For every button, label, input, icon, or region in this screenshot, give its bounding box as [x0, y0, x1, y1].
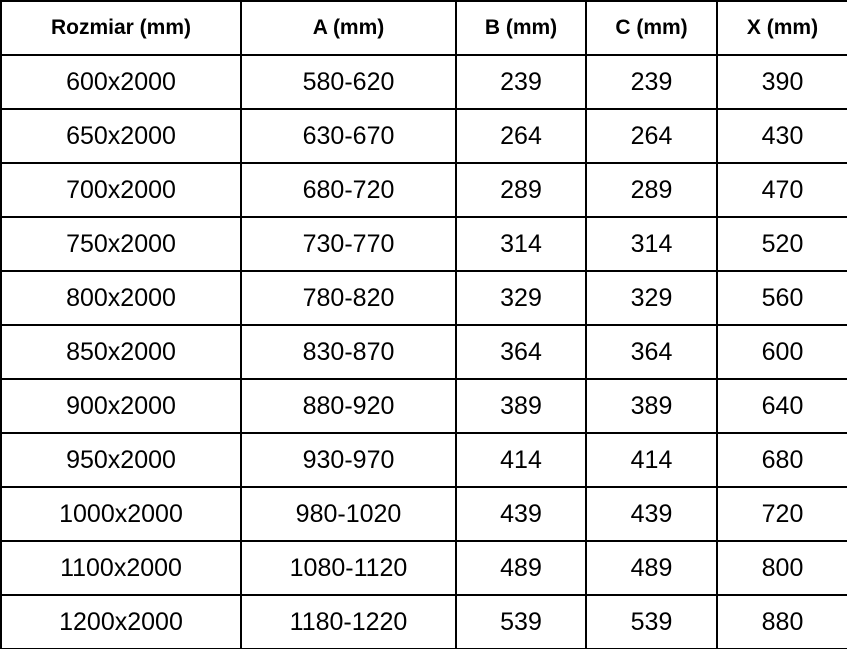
size-table-body: 600x2000 580-620 239 239 390 650x2000 630-670 2…: [0, 54, 847, 649]
table-cell-a: 1080-1120: [240, 540, 457, 596]
table-cell-b: 414: [455, 432, 587, 488]
table-cell-c: 539: [585, 594, 718, 649]
size-table-header: Rozmiar (mm) A (mm) B (mm) C (mm) X (mm): [0, 0, 847, 56]
table-cell-b: 539: [455, 594, 587, 649]
table-cell-a: 880-920: [240, 378, 457, 434]
table-cell-x: 430: [716, 108, 847, 164]
table-row: 1000x2000 980-1020 439 439 720: [0, 486, 847, 542]
table-row: 950x2000 930-970 414 414 680: [0, 432, 847, 488]
table-cell-rozmiar: 950x2000: [0, 432, 242, 488]
table-cell-x: 470: [716, 162, 847, 218]
table-row: 900x2000 880-920 389 389 640: [0, 378, 847, 434]
table-cell-rozmiar: 1000x2000: [0, 486, 242, 542]
table-cell-c: 329: [585, 270, 718, 326]
table-cell-rozmiar: 750x2000: [0, 216, 242, 272]
table-cell-c: 389: [585, 378, 718, 434]
table-cell-c: 314: [585, 216, 718, 272]
table-cell-a: 930-970: [240, 432, 457, 488]
table-cell-b: 289: [455, 162, 587, 218]
table-cell-rozmiar: 800x2000: [0, 270, 242, 326]
table-cell-rozmiar: 900x2000: [0, 378, 242, 434]
table-cell-c: 264: [585, 108, 718, 164]
table-cell-rozmiar: 1100x2000: [0, 540, 242, 596]
table-row: 750x2000 730-770 314 314 520: [0, 216, 847, 272]
table-cell-rozmiar: 1200x2000: [0, 594, 242, 649]
table-cell-b: 389: [455, 378, 587, 434]
table-cell-x: 520: [716, 216, 847, 272]
table-cell-a: 780-820: [240, 270, 457, 326]
table-cell-rozmiar: 700x2000: [0, 162, 242, 218]
table-row: 700x2000 680-720 289 289 470: [0, 162, 847, 218]
table-cell-b: 364: [455, 324, 587, 380]
table-cell-x: 720: [716, 486, 847, 542]
table-row: 1200x2000 1180-1220 539 539 880: [0, 594, 847, 649]
table-cell-b: 264: [455, 108, 587, 164]
table-cell-a: 1180-1220: [240, 594, 457, 649]
table-cell-c: 414: [585, 432, 718, 488]
table-row: 650x2000 630-670 264 264 430: [0, 108, 847, 164]
header-cell-b: B (mm): [455, 0, 587, 56]
table-row: 600x2000 580-620 239 239 390: [0, 54, 847, 110]
table-cell-x: 390: [716, 54, 847, 110]
table-cell-c: 489: [585, 540, 718, 596]
header-row: Rozmiar (mm) A (mm) B (mm) C (mm) X (mm): [0, 0, 847, 56]
table-cell-a: 680-720: [240, 162, 457, 218]
table-cell-x: 880: [716, 594, 847, 649]
header-cell-x: X (mm): [716, 0, 847, 56]
table-cell-x: 680: [716, 432, 847, 488]
table-cell-b: 239: [455, 54, 587, 110]
table-cell-x: 600: [716, 324, 847, 380]
table-cell-c: 239: [585, 54, 718, 110]
table-cell-rozmiar: 850x2000: [0, 324, 242, 380]
table-cell-a: 730-770: [240, 216, 457, 272]
table-cell-x: 560: [716, 270, 847, 326]
table-cell-a: 580-620: [240, 54, 457, 110]
table-cell-a: 630-670: [240, 108, 457, 164]
table-cell-rozmiar: 650x2000: [0, 108, 242, 164]
table-cell-c: 364: [585, 324, 718, 380]
table-cell-c: 289: [585, 162, 718, 218]
table-cell-b: 489: [455, 540, 587, 596]
table-cell-x: 640: [716, 378, 847, 434]
table-row: 850x2000 830-870 364 364 600: [0, 324, 847, 380]
header-cell-rozmiar: Rozmiar (mm): [0, 0, 242, 56]
table-cell-c: 439: [585, 486, 718, 542]
table-row: 800x2000 780-820 329 329 560: [0, 270, 847, 326]
table-cell-a: 980-1020: [240, 486, 457, 542]
table-cell-a: 830-870: [240, 324, 457, 380]
table-row: 1100x2000 1080-1120 489 489 800: [0, 540, 847, 596]
table-cell-rozmiar: 600x2000: [0, 54, 242, 110]
table-cell-b: 314: [455, 216, 587, 272]
table-cell-b: 329: [455, 270, 587, 326]
header-cell-a: A (mm): [240, 0, 457, 56]
table-cell-b: 439: [455, 486, 587, 542]
table-cell-x: 800: [716, 540, 847, 596]
header-cell-c: C (mm): [585, 0, 718, 56]
